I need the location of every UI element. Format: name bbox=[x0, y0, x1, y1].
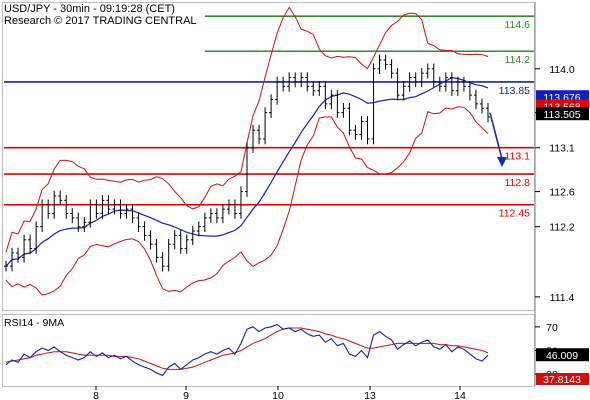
price-series bbox=[4, 6, 507, 296]
time-axis-label: 14 bbox=[454, 390, 466, 400]
rsi-current-label: 46.009 bbox=[546, 350, 578, 362]
time-axis: 8 9 10 13 14 bbox=[93, 386, 466, 400]
forecast-arrowhead bbox=[497, 157, 507, 168]
level-lines: 114.6 114.2 113.85 113.1 112.8 112.45 bbox=[4, 15, 534, 220]
price-panel-frame bbox=[2, 2, 535, 311]
time-axis-label: 9 bbox=[183, 390, 189, 400]
time-axis-label: 13 bbox=[364, 390, 376, 400]
level-label-112-45: 112.45 bbox=[499, 208, 530, 220]
price-axis-label: 112.2 bbox=[549, 222, 575, 234]
price-tag-label-last: 113.505 bbox=[543, 109, 580, 121]
level-label-113-1: 113.1 bbox=[505, 151, 531, 163]
time-axis-label: 10 bbox=[272, 390, 284, 400]
price-axis-label: 111.4 bbox=[550, 292, 575, 304]
rsi-title: RSI14 - 9MA bbox=[4, 317, 64, 329]
price-axis-label: 112.6 bbox=[549, 187, 575, 199]
level-label-113-85: 113.85 bbox=[499, 85, 530, 97]
rsi-ma-current-label: 37.8143 bbox=[543, 374, 581, 386]
rsi-axis-label: 70 bbox=[546, 322, 558, 334]
chart-title: USD/JPY - 30min - 09:19:28 (CET) bbox=[4, 3, 175, 15]
rsi-ma-current-box bbox=[536, 373, 589, 385]
price-axis-label: 113.1 bbox=[549, 143, 575, 155]
level-label-114-6: 114.6 bbox=[505, 19, 531, 31]
rsi-line bbox=[5, 323, 489, 377]
rsi-current-box bbox=[536, 348, 589, 362]
level-label-114-2: 114.2 bbox=[505, 54, 531, 66]
level-label-112-8: 112.8 bbox=[505, 177, 531, 189]
forecast-arrow-shaft bbox=[489, 112, 503, 160]
time-axis-label: 8 bbox=[93, 390, 99, 400]
price-tag-box-last bbox=[536, 107, 589, 121]
rsi-panel-frame bbox=[2, 314, 535, 387]
bollinger-lower bbox=[5, 106, 489, 296]
chart-subtitle: Research © 2017 TRADING CENTRAL bbox=[4, 15, 197, 27]
price-axis-label: 114.0 bbox=[549, 64, 575, 76]
rsi-ma-line bbox=[5, 327, 489, 370]
moving-average-line bbox=[5, 76, 489, 267]
